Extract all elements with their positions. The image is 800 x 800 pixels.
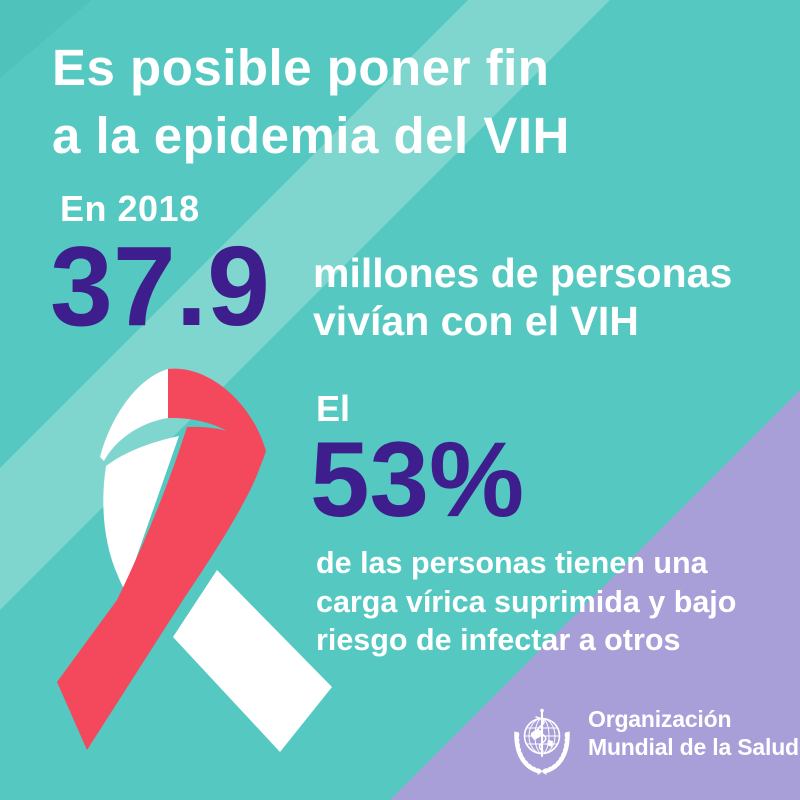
laurel-left-leaves xyxy=(514,731,542,774)
serpent xyxy=(535,716,547,752)
corner-dark-triangle xyxy=(0,0,92,78)
title-line-1: Es posible poner fin xyxy=(52,39,550,96)
stat-percent-prefix: El xyxy=(316,388,351,429)
who-wordmark-line-1: Organización xyxy=(588,706,732,732)
stat-percent-desc-line-3: riesgo de infectar a otros xyxy=(316,623,681,658)
who-emblem-icon xyxy=(514,708,570,775)
who-wordmark-line-2: Mundial de la Salud xyxy=(588,733,799,760)
who-wordmark: Organización Mundial de la Salud xyxy=(588,706,799,761)
aids-ribbon-icon xyxy=(57,368,332,752)
ribbon-red-band xyxy=(57,426,266,750)
stat-percent-desc-line-1: de las personas tienen una xyxy=(316,546,708,580)
stat-millions-description: millones de personas vivían con el VIH xyxy=(313,250,732,346)
year-label: En 2018 xyxy=(60,188,200,229)
globe-continent-2 xyxy=(547,740,553,747)
ribbon-white-tail xyxy=(173,570,332,752)
page-title: Es posible poner fin a la epidemia del V… xyxy=(52,34,570,170)
laurel-base xyxy=(537,770,547,775)
title-line-2: a la epidemia del VIH xyxy=(52,106,570,164)
stat-millions-value: 37.9 xyxy=(50,223,270,349)
laurel-right-leaves xyxy=(542,731,570,774)
ribbon-white-strand xyxy=(103,436,179,590)
ribbon-arc-white xyxy=(100,369,168,461)
lavender-corner-triangle xyxy=(390,390,800,800)
stat-percent-desc-line-2: carga vírica suprimida y bajo xyxy=(316,584,737,619)
stat-percent-value: 53% xyxy=(310,419,525,539)
staff-knob xyxy=(540,708,544,713)
stat-millions-desc-line-1: millones de personas xyxy=(313,250,733,296)
stat-millions-desc-line-2: vivían con el VIH xyxy=(313,297,639,344)
stat-percent-description: de las personas tienen una carga vírica … xyxy=(316,544,736,660)
